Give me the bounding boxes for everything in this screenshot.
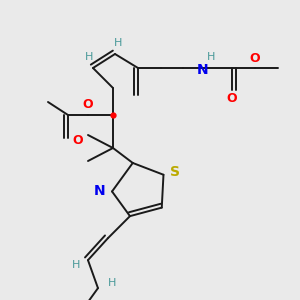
Text: H: H: [108, 278, 116, 288]
Text: N: N: [197, 63, 209, 77]
Text: H: H: [85, 52, 93, 62]
Text: O: O: [227, 92, 237, 104]
Text: O: O: [73, 134, 83, 146]
Text: N: N: [94, 184, 106, 199]
Text: O: O: [83, 98, 93, 112]
Text: S: S: [170, 165, 181, 179]
Text: H: H: [72, 260, 80, 270]
Text: H: H: [114, 38, 122, 48]
Text: O: O: [250, 52, 260, 64]
Text: H: H: [207, 52, 215, 62]
